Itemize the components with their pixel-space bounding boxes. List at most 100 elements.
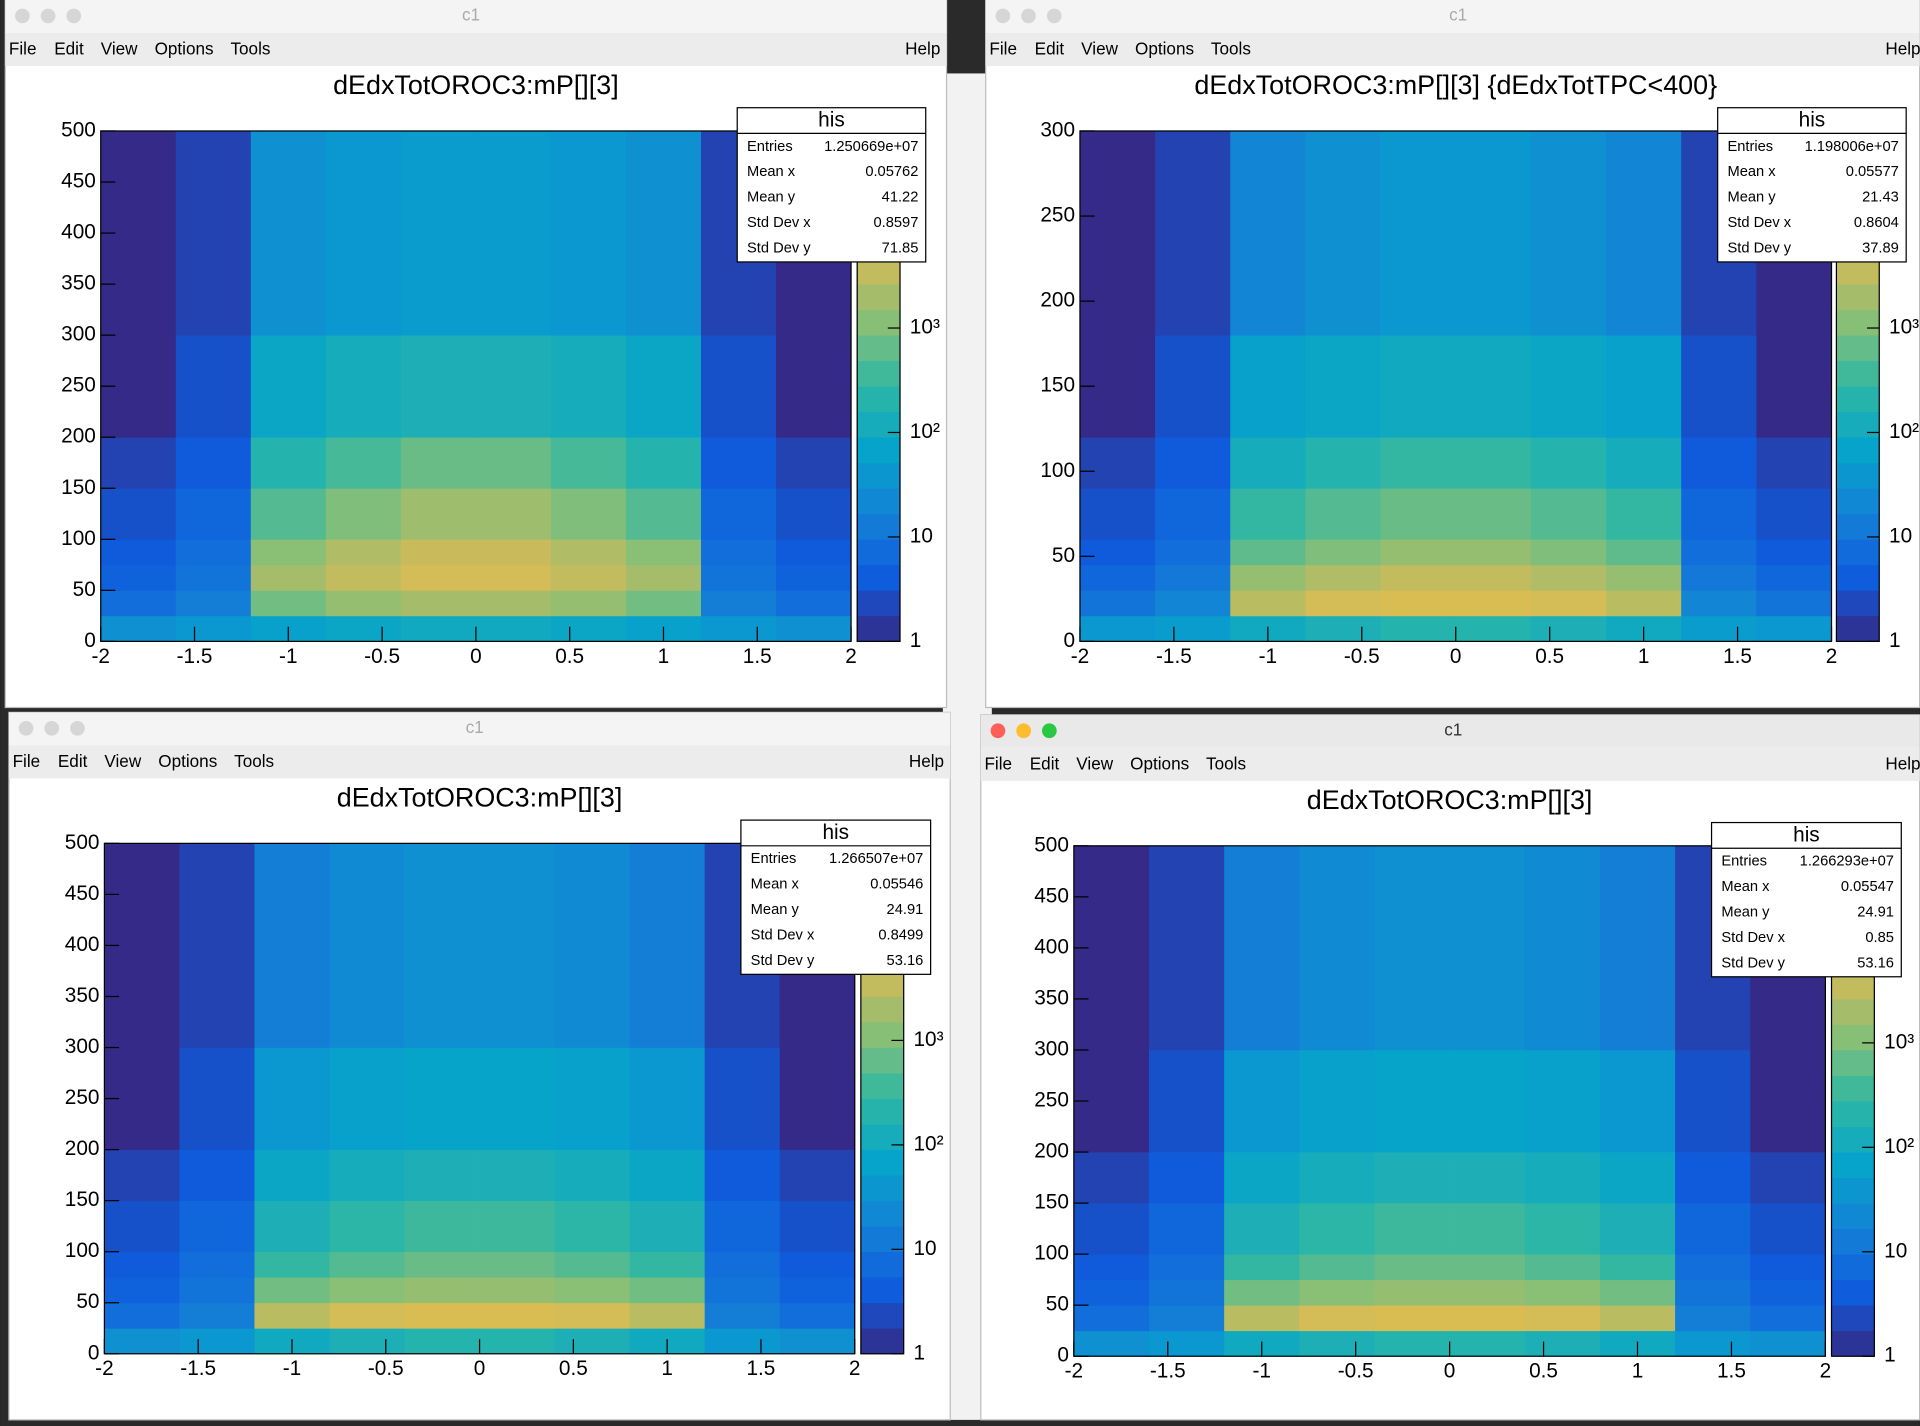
menu-item[interactable]: Help [909, 751, 944, 771]
menu-item[interactable]: Edit [54, 39, 84, 59]
menu-item[interactable]: Tools [234, 751, 274, 771]
window-button[interactable] [995, 8, 1011, 24]
heatmap-cell [1380, 590, 1457, 617]
heatmap-cell [400, 615, 477, 642]
window-button[interactable] [990, 723, 1006, 739]
z-tick-label: 10 [910, 524, 933, 547]
menu-item[interactable]: View [1076, 754, 1113, 774]
heatmap-cell [1155, 615, 1231, 642]
y-tick-label: 0 [1063, 629, 1075, 652]
heatmap-cell [404, 1302, 480, 1329]
stats-value: 24.91 [1857, 905, 1894, 921]
heatmap-cell [479, 1328, 555, 1355]
y-tick-label: 200 [61, 425, 96, 448]
y-tick-label: 150 [65, 1188, 100, 1211]
colorbar-step [1836, 513, 1880, 540]
menu-item[interactable]: File [9, 39, 37, 59]
heatmap-cell [1530, 335, 1607, 438]
menu-item[interactable]: File [984, 754, 1012, 774]
heatmap-cell [779, 1251, 856, 1278]
window-button[interactable] [18, 720, 34, 736]
heatmap-cell [1299, 1305, 1375, 1332]
window-button[interactable] [15, 8, 30, 24]
heatmap-cell [776, 488, 852, 540]
heatmap-cell [1155, 437, 1231, 489]
x-tick-label: 2 [1826, 645, 1838, 668]
window-button[interactable] [66, 8, 82, 24]
heatmap-cell [625, 335, 702, 438]
window-button[interactable] [70, 720, 85, 736]
heatmap-cell [254, 1149, 330, 1202]
heatmap-cell [1079, 437, 1156, 489]
z-tick-label: 10³ [913, 1028, 943, 1051]
window-button[interactable] [1021, 8, 1036, 24]
heatmap-cell [400, 488, 477, 540]
colorbar-step [1836, 360, 1880, 387]
heatmap-cell [1230, 539, 1306, 566]
heatmap-cell [1230, 564, 1306, 591]
x-tick-label: -0.5 [1344, 645, 1380, 668]
heatmap-cell [1305, 437, 1381, 489]
y-tick-label: 100 [1034, 1242, 1069, 1265]
window-button[interactable] [40, 8, 56, 24]
menu-item[interactable]: File [13, 751, 41, 771]
stats-label: Std Dev x [751, 928, 815, 944]
y-tick-label: 450 [65, 882, 100, 905]
heatmap-cell [325, 437, 402, 489]
heatmap-cell [1224, 1254, 1300, 1281]
heatmap-cell [1750, 1305, 1826, 1332]
heatmap-cell [1305, 590, 1381, 617]
z-tick-label: 1 [913, 1341, 925, 1364]
menu-item[interactable]: Edit [1030, 754, 1060, 774]
heatmap-cell [1530, 539, 1607, 566]
heatmap-cell [1155, 335, 1231, 438]
menu-item[interactable]: Help [905, 39, 940, 59]
menu-item[interactable]: Edit [58, 751, 88, 771]
heatmap-cell [1449, 1152, 1526, 1204]
menu-item[interactable]: Options [155, 39, 214, 59]
x-tick-label: -2 [95, 1357, 114, 1380]
menu-item[interactable]: Options [158, 751, 217, 771]
heatmap-cell [1148, 1203, 1225, 1255]
heatmap-cell [179, 1251, 255, 1278]
colorbar-step [860, 1073, 904, 1099]
heatmap-cell [250, 564, 327, 591]
heatmap-cell [404, 1328, 480, 1355]
x-tick-label: 0 [1450, 645, 1462, 668]
menu-item[interactable]: Tools [1211, 39, 1251, 59]
menu-item[interactable]: Help [1885, 754, 1920, 774]
menu-item[interactable]: Edit [1035, 39, 1065, 59]
heatmap-cell [329, 1328, 405, 1355]
window-button[interactable] [1046, 8, 1062, 24]
z-tick-label: 10² [910, 420, 940, 443]
heatmap-cell [629, 1047, 706, 1150]
menu-item[interactable]: View [101, 39, 138, 59]
menu-item[interactable]: Options [1135, 39, 1194, 59]
x-tick-label: -1 [279, 645, 298, 668]
heatmap-cell [1524, 1330, 1601, 1357]
menu-item[interactable]: Tools [230, 39, 270, 59]
colorbar-step [857, 564, 901, 591]
stats-value: 1.266293e+07 [1800, 854, 1894, 870]
heatmap-cell [1675, 1203, 1751, 1255]
stats-value: 41.22 [882, 190, 919, 206]
stats-label: Std Dev x [1727, 215, 1791, 231]
x-tick-label: -2 [91, 645, 110, 668]
heatmap-cell [250, 437, 327, 489]
x-tick-label: -1 [1252, 1360, 1271, 1383]
heatmap-cell [625, 539, 702, 566]
menu-item[interactable]: View [104, 751, 141, 771]
window-button[interactable] [1042, 723, 1057, 739]
menu-item[interactable]: File [989, 39, 1017, 59]
heatmap-cell [700, 615, 777, 642]
menu-item[interactable]: Tools [1206, 754, 1246, 774]
heatmap-cell [1675, 1049, 1751, 1153]
stats-label: Mean y [747, 190, 796, 206]
window-button[interactable] [1016, 723, 1031, 739]
menu-item[interactable]: Help [1885, 39, 1920, 59]
window-button[interactable] [44, 720, 60, 736]
heatmap-cell [1224, 1049, 1300, 1153]
menu-item[interactable]: View [1081, 39, 1118, 59]
menu-item[interactable]: Options [1130, 754, 1189, 774]
